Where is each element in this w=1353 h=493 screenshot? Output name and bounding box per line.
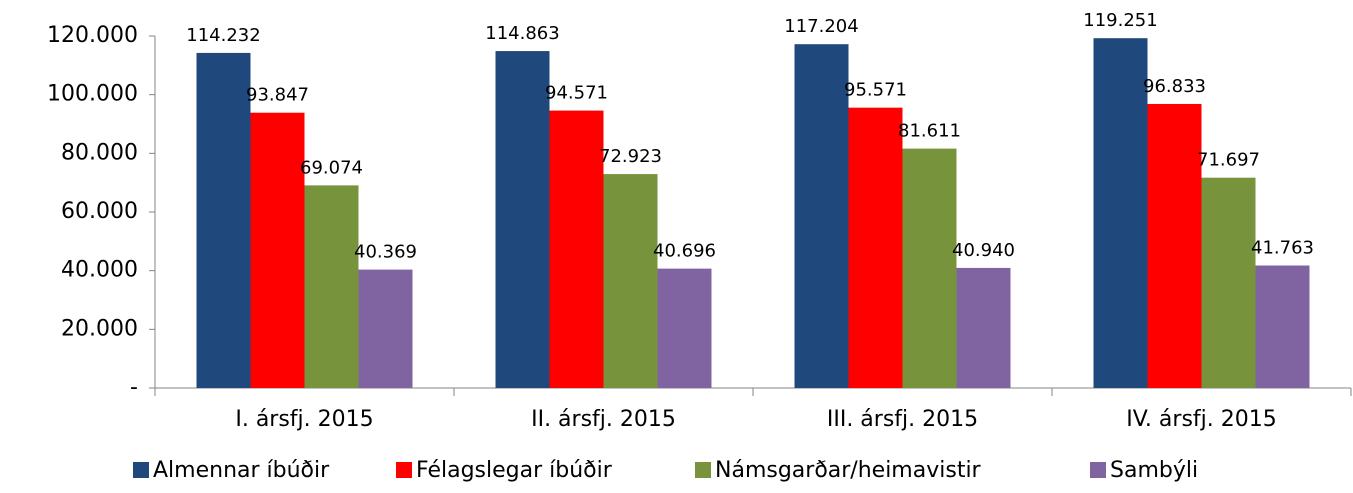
- value-label: 69.074: [300, 157, 363, 178]
- y-tick-label: 60.000: [61, 199, 138, 224]
- value-label: 71.697: [1197, 150, 1260, 171]
- bar: [304, 185, 359, 388]
- bar: [902, 148, 957, 388]
- bar: [1147, 103, 1202, 388]
- bar: [657, 268, 712, 388]
- bar: [549, 110, 604, 388]
- x-tick-label: II. ársfj. 2015: [531, 407, 676, 432]
- legend-label: Félagslegar íbúðir: [416, 458, 613, 483]
- value-label: 96.833: [1143, 76, 1206, 97]
- legend-swatch: [695, 462, 711, 478]
- y-tick-label: 20.000: [61, 316, 138, 341]
- bar: [956, 267, 1011, 388]
- legend-label: Almennar íbúðir: [153, 458, 330, 483]
- y-tick-label: 120.000: [47, 23, 138, 48]
- y-tick-label: 80.000: [61, 140, 138, 165]
- legend-label: Námsgarðar/heimavistir: [715, 458, 982, 483]
- bar: [794, 44, 849, 388]
- bar: [1255, 265, 1310, 388]
- value-label: 93.847: [246, 85, 309, 106]
- value-label: 114.863: [485, 23, 559, 44]
- value-label: 40.940: [952, 240, 1015, 261]
- legend-label: Sambýli: [1110, 458, 1198, 483]
- x-tick-label: IV. ársfj. 2015: [1126, 407, 1277, 432]
- value-label: 41.763: [1251, 237, 1314, 258]
- y-tick-label: -: [130, 375, 138, 400]
- legend-swatch: [1090, 462, 1106, 478]
- value-label: 40.696: [653, 241, 716, 262]
- legend-swatch: [133, 462, 149, 478]
- bar: [358, 269, 413, 388]
- bar: [250, 112, 305, 389]
- bar: [1201, 177, 1256, 388]
- x-tick-label: I. ársfj. 2015: [235, 407, 373, 432]
- y-tick-label: 100.000: [47, 82, 138, 107]
- legend-swatch: [396, 462, 412, 478]
- value-label: 72.923: [599, 146, 662, 167]
- y-tick-label: 40.000: [61, 258, 138, 283]
- value-label: 81.611: [898, 121, 961, 142]
- bar: [603, 174, 658, 388]
- bar: [196, 52, 251, 389]
- bar: [848, 107, 903, 389]
- value-label: 119.251: [1083, 10, 1157, 31]
- bar: [495, 51, 550, 388]
- value-label: 94.571: [545, 83, 608, 104]
- value-label: 95.571: [844, 80, 907, 101]
- value-label: 117.204: [784, 16, 858, 37]
- bar: [1093, 38, 1148, 388]
- x-tick-label: III. ársfj. 2015: [827, 407, 978, 432]
- value-label: 114.232: [186, 25, 260, 46]
- value-label: 40.369: [354, 242, 417, 263]
